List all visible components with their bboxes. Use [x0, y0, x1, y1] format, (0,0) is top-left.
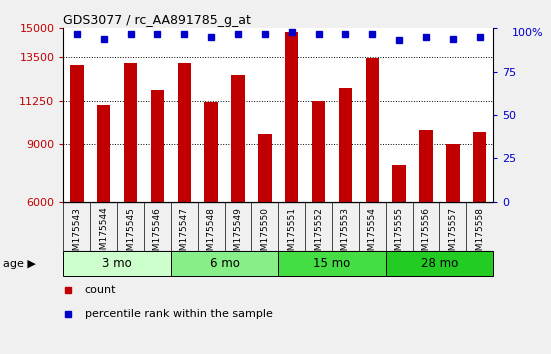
Bar — [63, 251, 171, 276]
Text: 3 mo: 3 mo — [102, 257, 132, 270]
Bar — [312, 101, 325, 202]
Bar — [258, 134, 272, 202]
Bar — [365, 58, 379, 202]
Bar — [446, 144, 460, 202]
Text: percentile rank within the sample: percentile rank within the sample — [85, 309, 273, 319]
Text: GSM175551: GSM175551 — [287, 207, 296, 262]
Bar — [150, 90, 164, 202]
Text: GSM175548: GSM175548 — [207, 207, 215, 262]
Bar — [392, 165, 406, 202]
Text: GSM175557: GSM175557 — [449, 207, 457, 262]
Y-axis label: 100%: 100% — [512, 28, 543, 38]
Text: GSM175544: GSM175544 — [99, 207, 108, 262]
Text: GSM175545: GSM175545 — [126, 207, 135, 262]
Bar — [278, 251, 386, 276]
Text: GSM175554: GSM175554 — [368, 207, 377, 262]
Text: GSM175549: GSM175549 — [234, 207, 242, 262]
Bar — [177, 63, 191, 202]
Text: GSM175546: GSM175546 — [153, 207, 162, 262]
Bar — [97, 105, 110, 202]
Text: GSM175547: GSM175547 — [180, 207, 189, 262]
Text: GSM175543: GSM175543 — [72, 207, 82, 262]
Text: 15 mo: 15 mo — [314, 257, 350, 270]
Text: GSM175553: GSM175553 — [341, 207, 350, 262]
Bar — [473, 132, 487, 202]
Text: GSM175558: GSM175558 — [475, 207, 484, 262]
Text: age ▶: age ▶ — [3, 259, 36, 269]
Bar — [171, 251, 278, 276]
Bar — [204, 102, 218, 202]
Text: GSM175550: GSM175550 — [260, 207, 269, 262]
Bar — [339, 88, 352, 202]
Text: GSM175555: GSM175555 — [395, 207, 404, 262]
Text: count: count — [85, 285, 116, 295]
Bar — [386, 251, 493, 276]
Bar — [285, 32, 299, 202]
Text: GDS3077 / rc_AA891785_g_at: GDS3077 / rc_AA891785_g_at — [63, 14, 251, 27]
Bar — [231, 75, 245, 202]
Text: 28 mo: 28 mo — [421, 257, 458, 270]
Bar — [124, 63, 137, 202]
Text: GSM175552: GSM175552 — [314, 207, 323, 262]
Text: GSM175556: GSM175556 — [422, 207, 430, 262]
Bar — [70, 65, 84, 202]
Bar — [419, 131, 433, 202]
Text: 6 mo: 6 mo — [209, 257, 240, 270]
